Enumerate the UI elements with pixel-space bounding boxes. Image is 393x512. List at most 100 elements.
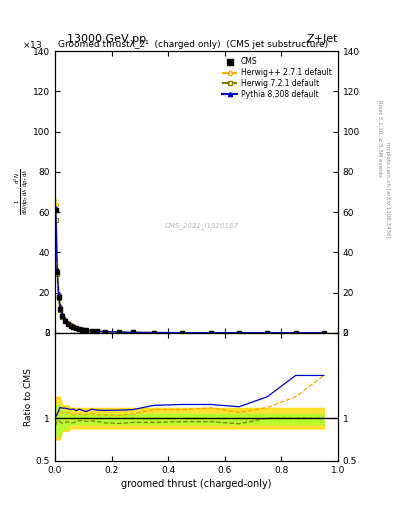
Herwig++ 2.7.1 default: [208, 330, 213, 336]
Y-axis label: Ratio to CMS: Ratio to CMS: [24, 368, 33, 426]
Herwig++ 2.7.1 default: [77, 326, 81, 332]
Pythia 8.308 default: [62, 316, 67, 323]
Pythia 8.308 default: [102, 329, 107, 335]
CMS: [180, 330, 185, 336]
Herwig 7.2.1 default: [237, 330, 241, 336]
Herwig 7.2.1 default: [60, 314, 64, 320]
Pythia 8.308 default: [58, 303, 62, 309]
Herwig 7.2.1 default: [71, 325, 76, 331]
Herwig++ 2.7.1 default: [55, 267, 59, 273]
Text: 13000 GeV pp: 13000 GeV pp: [67, 33, 146, 44]
Herwig 7.2.1 default: [90, 328, 94, 334]
CMS: [84, 327, 88, 333]
Pythia 8.308 default: [84, 327, 88, 333]
CMS: [265, 330, 270, 336]
Herwig++ 2.7.1 default: [53, 202, 58, 208]
Herwig 7.2.1 default: [62, 318, 67, 325]
Herwig 7.2.1 default: [79, 327, 84, 333]
CMS: [68, 323, 73, 329]
Pythia 8.308 default: [79, 326, 84, 332]
Pythia 8.308 default: [60, 311, 64, 317]
Herwig 7.2.1 default: [321, 330, 326, 336]
Text: CMS_2021_I1920187: CMS_2021_I1920187: [165, 222, 239, 229]
Text: mcplots.cern.ch [arXiv:1306.3436]: mcplots.cern.ch [arXiv:1306.3436]: [385, 142, 389, 237]
Line: Herwig++ 2.7.1 default: Herwig++ 2.7.1 default: [53, 203, 326, 335]
Line: CMS: CMS: [53, 208, 326, 335]
Text: Rivet 3.1.10, ≥ 3.3M events: Rivet 3.1.10, ≥ 3.3M events: [377, 100, 382, 177]
Herwig 7.2.1 default: [74, 325, 79, 331]
CMS: [130, 329, 135, 335]
CMS: [53, 207, 58, 213]
Herwig 7.2.1 default: [95, 328, 100, 334]
Herwig++ 2.7.1 default: [62, 317, 67, 323]
Herwig++ 2.7.1 default: [84, 327, 88, 333]
Y-axis label: $\frac{1}{\mathrm{d}N/\mathrm{d}p_T\,\mathrm{d}\lambda}\,\frac{\mathrm{d}^2N}{\m: $\frac{1}{\mathrm{d}N/\mathrm{d}p_T\,\ma…: [12, 168, 30, 216]
Herwig++ 2.7.1 default: [90, 328, 94, 334]
Pythia 8.308 default: [152, 330, 156, 336]
CMS: [71, 324, 76, 330]
CMS: [60, 313, 64, 319]
Line: Herwig 7.2.1 default: Herwig 7.2.1 default: [53, 218, 326, 335]
Line: Pythia 8.308 default: Pythia 8.308 default: [53, 206, 326, 335]
Pythia 8.308 default: [68, 322, 73, 328]
Pythia 8.308 default: [90, 328, 94, 334]
Herwig++ 2.7.1 default: [71, 324, 76, 330]
Herwig 7.2.1 default: [58, 307, 62, 313]
Text: $\times$13: $\times$13: [22, 39, 43, 50]
Herwig++ 2.7.1 default: [60, 312, 64, 318]
CMS: [62, 317, 67, 324]
Herwig 7.2.1 default: [293, 330, 298, 336]
CMS: [293, 330, 298, 336]
Pythia 8.308 default: [65, 319, 70, 326]
CMS: [74, 325, 79, 331]
Text: Z+Jet: Z+Jet: [307, 33, 338, 44]
Pythia 8.308 default: [55, 266, 59, 272]
Pythia 8.308 default: [71, 324, 76, 330]
Pythia 8.308 default: [56, 290, 61, 296]
Herwig++ 2.7.1 default: [56, 291, 61, 297]
Herwig++ 2.7.1 default: [321, 330, 326, 336]
Herwig 7.2.1 default: [53, 217, 58, 223]
Herwig 7.2.1 default: [152, 330, 156, 336]
Herwig 7.2.1 default: [116, 329, 121, 335]
CMS: [116, 329, 121, 335]
CMS: [321, 330, 326, 336]
Herwig++ 2.7.1 default: [293, 330, 298, 336]
Pythia 8.308 default: [265, 330, 270, 336]
CMS: [237, 330, 241, 336]
CMS: [95, 328, 100, 334]
Pythia 8.308 default: [95, 328, 100, 334]
CMS: [56, 293, 61, 300]
Pythia 8.308 default: [130, 329, 135, 335]
Herwig 7.2.1 default: [77, 326, 81, 332]
Legend: CMS, Herwig++ 2.7.1 default, Herwig 7.2.1 default, Pythia 8.308 default: CMS, Herwig++ 2.7.1 default, Herwig 7.2.…: [220, 55, 334, 101]
Pythia 8.308 default: [53, 205, 58, 211]
Pythia 8.308 default: [208, 330, 213, 336]
Herwig++ 2.7.1 default: [68, 322, 73, 328]
Pythia 8.308 default: [77, 326, 81, 332]
Herwig 7.2.1 default: [130, 329, 135, 335]
Herwig 7.2.1 default: [265, 330, 270, 336]
Herwig++ 2.7.1 default: [58, 304, 62, 310]
Pythia 8.308 default: [180, 330, 185, 336]
Herwig++ 2.7.1 default: [102, 329, 107, 335]
Herwig 7.2.1 default: [208, 330, 213, 336]
Herwig++ 2.7.1 default: [74, 325, 79, 331]
Herwig 7.2.1 default: [56, 294, 61, 301]
Herwig 7.2.1 default: [55, 271, 59, 278]
Herwig++ 2.7.1 default: [95, 328, 100, 334]
Herwig 7.2.1 default: [84, 327, 88, 333]
Pythia 8.308 default: [237, 330, 241, 336]
CMS: [208, 330, 213, 336]
CMS: [65, 321, 70, 327]
CMS: [58, 306, 62, 312]
CMS: [152, 330, 156, 336]
Herwig 7.2.1 default: [65, 321, 70, 327]
Herwig++ 2.7.1 default: [79, 327, 84, 333]
Herwig 7.2.1 default: [102, 329, 107, 335]
Herwig++ 2.7.1 default: [180, 330, 185, 336]
CMS: [79, 327, 84, 333]
Herwig++ 2.7.1 default: [65, 320, 70, 326]
CMS: [90, 328, 94, 334]
Herwig 7.2.1 default: [180, 330, 185, 336]
